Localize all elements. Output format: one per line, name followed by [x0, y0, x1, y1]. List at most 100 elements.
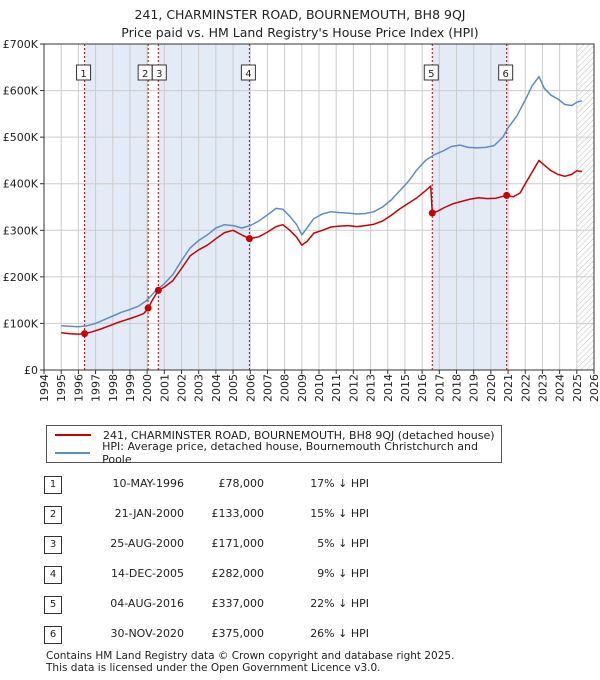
- sale-label: 2: [142, 69, 148, 80]
- transaction-price: £78,000: [218, 477, 265, 490]
- x-tick-label: 2022: [519, 374, 532, 402]
- legend-item-property: 241, CHARMINSTER ROAD, BOURNEMOUTH, BH8 …: [55, 426, 495, 444]
- sale-label-box: [240, 64, 256, 81]
- x-tick-label: 1999: [124, 374, 137, 402]
- transaction-price: £282,000: [211, 567, 265, 580]
- x-tick-label: 1996: [72, 374, 85, 402]
- x-tick-label: 2021: [502, 374, 515, 402]
- x-tick-label: 1998: [107, 374, 120, 402]
- transaction-price: £133,000: [211, 507, 265, 520]
- x-tick-label: 2000: [141, 374, 154, 402]
- x-tick-label: 2001: [158, 374, 171, 402]
- transaction-number-badge: 6: [44, 626, 62, 644]
- sale-label-box: [498, 64, 514, 81]
- shaded-span: [432, 44, 507, 370]
- footer: Contains HM Land Registry data © Crown c…: [46, 650, 454, 674]
- transaction-date: 14-DEC-2005: [110, 567, 184, 580]
- x-tick-label: 2012: [347, 374, 360, 402]
- legend-line-hpi: [55, 452, 91, 454]
- x-tick-label: 2025: [571, 374, 584, 402]
- x-tick-label: 2005: [227, 374, 240, 402]
- transactions-table: 1 10-MAY-1996 £78,000 17% ↓ HPI 2 21-JAN…: [44, 471, 564, 651]
- x-tick-label: 2008: [279, 374, 292, 402]
- legend-label-property: 241, CHARMINSTER ROAD, BOURNEMOUTH, BH8 …: [103, 428, 495, 442]
- y-tick-label: £400K: [3, 178, 39, 191]
- sale-point: [428, 209, 436, 217]
- footer-licence: This data is licensed under the Open Gov…: [46, 662, 381, 674]
- table-row: 5 04-AUG-2016 £337,000 22% ↓ HPI: [44, 591, 564, 621]
- transaction-price: £171,000: [211, 537, 265, 550]
- x-tick-label: 1997: [90, 374, 103, 402]
- chart: 1 2 3 4 5 6£0£100K£200K£300K£400K£500K£600K£7…: [3, 38, 600, 402]
- x-tick-label: 1994: [38, 374, 51, 402]
- forecast-hatch: [576, 44, 594, 370]
- title-line-2: Price paid vs. HM Land Registry's House …: [121, 25, 479, 40]
- x-tick-label: 2004: [210, 374, 223, 402]
- x-tick-label: 2017: [433, 374, 446, 402]
- transaction-number-badge: 4: [44, 566, 62, 584]
- table-row: 1 10-MAY-1996 £78,000 17% ↓ HPI: [44, 471, 564, 501]
- x-tick-label: 2011: [330, 374, 343, 402]
- transaction-hpi-diff: 22% ↓ HPI: [310, 597, 369, 610]
- legend: 241, CHARMINSTER ROAD, BOURNEMOUTH, BH8 …: [46, 425, 502, 466]
- sale-label: 4: [245, 69, 251, 80]
- sale-label: 3: [156, 69, 162, 80]
- transaction-date: 10-MAY-1996: [112, 477, 184, 490]
- transaction-date: 30-NOV-2020: [110, 627, 184, 640]
- sale-point: [154, 286, 162, 294]
- transaction-hpi-diff: 5% ↓ HPI: [317, 537, 369, 550]
- legend-label-hpi: HPI: Average price, detached house, Bour…: [102, 440, 479, 466]
- shaded-span: [158, 44, 250, 370]
- sale-label-box: [76, 64, 92, 81]
- x-tick-label: 2018: [451, 374, 464, 402]
- x-tick-label: 2010: [313, 374, 326, 402]
- sale-point: [245, 235, 253, 243]
- transaction-date: 04-AUG-2016: [110, 597, 184, 610]
- sale-label: 6: [503, 69, 509, 80]
- x-tick-label: 2024: [554, 374, 567, 402]
- x-tick-label: 2014: [382, 374, 395, 402]
- y-tick-label: £500K: [3, 131, 39, 144]
- sale-point: [81, 330, 89, 338]
- shaded-span: [84, 44, 149, 370]
- title-line-1: 241, CHARMINSTER ROAD, BOURNEMOUTH, BH8 …: [134, 7, 466, 22]
- x-tick-label: 2016: [416, 374, 429, 402]
- sale-label: 5: [428, 69, 434, 80]
- sale-label-box: [423, 64, 439, 81]
- x-tick-label: 2026: [588, 374, 600, 402]
- transaction-price: £375,000: [211, 627, 265, 640]
- transaction-number-badge: 1: [44, 476, 62, 494]
- sale-point: [144, 304, 152, 312]
- transaction-number-badge: 5: [44, 596, 62, 614]
- sale-point: [503, 191, 511, 199]
- x-tick-label: 2006: [244, 374, 257, 402]
- x-tick-label: 2002: [176, 374, 189, 402]
- y-tick-label: £700K: [3, 38, 39, 51]
- transaction-date: 21-JAN-2000: [114, 507, 184, 520]
- transaction-hpi-diff: 9% ↓ HPI: [317, 567, 369, 580]
- transaction-number-badge: 2: [44, 506, 62, 524]
- x-tick-label: 1995: [55, 374, 68, 402]
- x-tick-label: 2009: [296, 374, 309, 402]
- x-tick-label: 2013: [365, 374, 378, 402]
- table-row: 6 30-NOV-2020 £375,000 26% ↓ HPI: [44, 621, 564, 651]
- transaction-number-badge: 3: [44, 536, 62, 554]
- x-tick-label: 2007: [261, 374, 274, 402]
- x-tick-label: 2019: [468, 374, 481, 402]
- legend-line-property: [55, 434, 91, 436]
- sale-label-box: [151, 64, 167, 81]
- x-tick-label: 2020: [485, 374, 498, 402]
- x-tick-label: 2003: [193, 374, 206, 402]
- table-row: 3 25-AUG-2000 £171,000 5% ↓ HPI: [44, 531, 564, 561]
- y-tick-label: £300K: [3, 224, 39, 237]
- y-tick-label: £100K: [3, 317, 39, 330]
- chart-title: 241, CHARMINSTER ROAD, BOURNEMOUTH, BH8 …: [0, 6, 600, 42]
- hpi-series-line: [61, 75, 583, 328]
- footer-copyright: Contains HM Land Registry data © Crown c…: [46, 650, 455, 662]
- table-row: 2 21-JAN-2000 £133,000 15% ↓ HPI: [44, 501, 564, 531]
- transaction-date: 25-AUG-2000: [110, 537, 184, 550]
- legend-item-hpi: HPI: Average price, detached house, Bour…: [55, 440, 501, 466]
- transaction-hpi-diff: 26% ↓ HPI: [310, 627, 369, 640]
- transaction-price: £337,000: [211, 597, 265, 610]
- y-tick-label: £600K: [3, 85, 39, 98]
